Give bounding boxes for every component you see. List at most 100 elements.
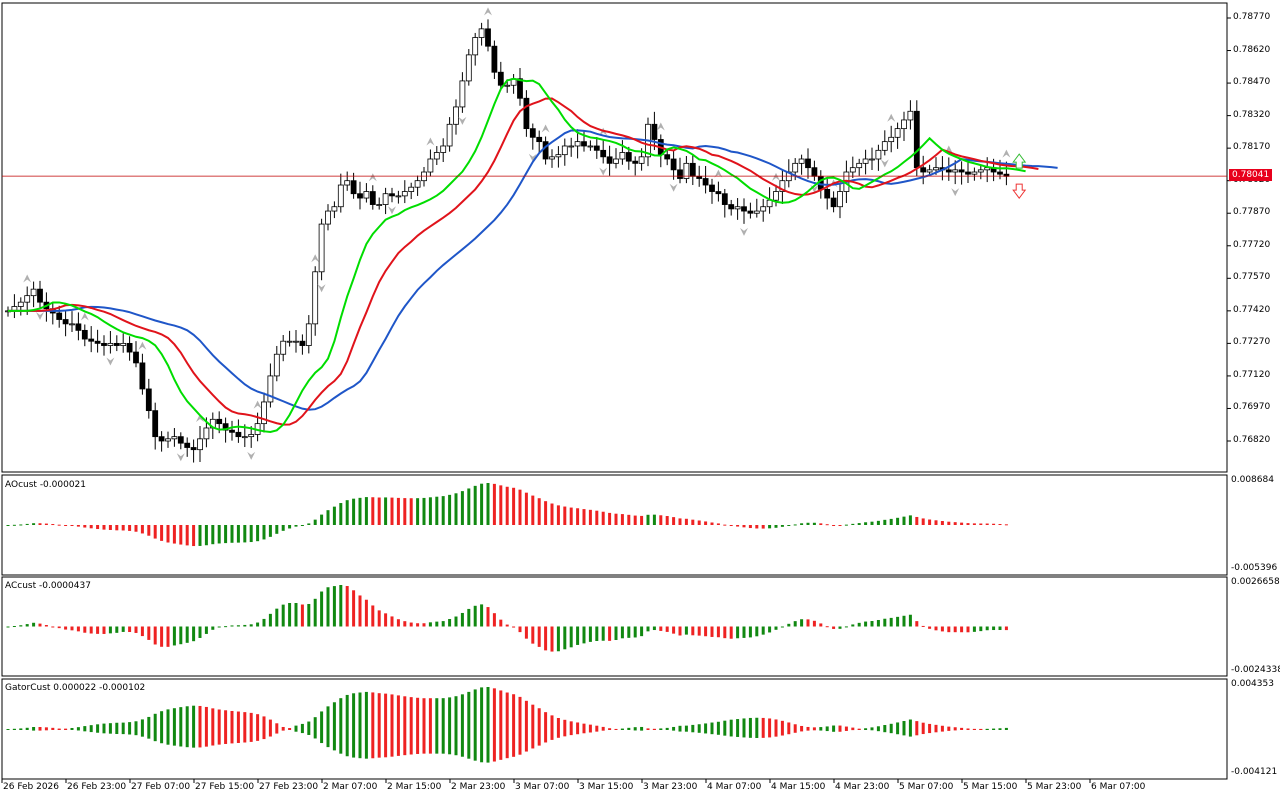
candle-body — [792, 162, 799, 173]
histogram-bar — [569, 507, 573, 525]
gator-bar-down — [646, 729, 650, 730]
time-label: 2 Mar 15:00 — [387, 782, 442, 792]
gator-bar-up — [166, 709, 170, 729]
histogram-bar — [844, 626, 848, 628]
histogram-bar — [844, 524, 848, 526]
gator-bar-down — [460, 729, 464, 757]
histogram-bar — [748, 525, 752, 529]
histogram-bar — [524, 492, 528, 525]
price-label: 0.77120 — [1233, 369, 1271, 380]
histogram-bar — [652, 514, 656, 525]
histogram-bar — [659, 626, 663, 631]
gator-bar-down — [524, 729, 528, 752]
gator-bar-down — [908, 729, 912, 737]
gator-bar-up — [467, 691, 471, 729]
candle-body — [120, 342, 127, 346]
gator-bar-up — [204, 706, 208, 729]
gator-bar-up — [998, 728, 1002, 730]
histogram-bar — [499, 619, 503, 627]
gator-bar-down — [825, 729, 829, 732]
candle-body — [619, 152, 626, 160]
candle-body — [299, 340, 306, 346]
fractal-down-icon — [458, 116, 467, 125]
candle-body — [709, 184, 715, 192]
histogram-bar — [652, 626, 656, 631]
candle-body — [568, 145, 575, 148]
histogram-bar — [614, 626, 618, 641]
ac-label: ACcust -0.0000437 — [5, 581, 91, 591]
gator-bar-up — [1004, 727, 1008, 729]
candle-body — [901, 119, 907, 130]
time-label: 4 Mar 07:00 — [707, 782, 762, 792]
candle-body — [728, 204, 735, 210]
gator-bar-down — [985, 729, 989, 730]
histogram-bar — [492, 613, 496, 627]
gator-bar-down — [300, 729, 304, 734]
fractal-down-icon — [106, 357, 115, 366]
histogram-bar — [166, 626, 170, 647]
histogram-bar — [870, 621, 874, 627]
histogram-bar — [601, 511, 605, 525]
candle-body — [587, 145, 594, 148]
gator-bar-down — [128, 729, 132, 735]
histogram-bar — [83, 525, 87, 528]
candle-body — [933, 167, 939, 171]
histogram-bar — [153, 525, 157, 539]
histogram-bar — [710, 626, 714, 637]
histogram-bar — [1004, 626, 1008, 631]
histogram-bar — [236, 525, 240, 543]
candle-body — [561, 145, 568, 156]
candle-body — [581, 141, 587, 147]
candle-body — [760, 206, 767, 212]
histogram-bar — [492, 483, 496, 525]
histogram-bar — [307, 523, 311, 525]
gator-bar-down — [1004, 729, 1008, 730]
histogram-bar — [416, 498, 420, 525]
histogram-bar — [787, 623, 791, 627]
histogram-bar — [262, 618, 266, 627]
histogram-bar — [940, 521, 944, 525]
histogram-bar — [460, 612, 464, 627]
histogram-bar — [345, 500, 349, 525]
fractal-up-icon — [368, 173, 377, 182]
gator-bar-down — [838, 729, 842, 732]
gator-bar-up — [697, 724, 701, 729]
histogram-bar — [774, 525, 778, 528]
histogram-bar — [224, 525, 228, 544]
gator-bar-down — [70, 729, 74, 730]
gator-bar-up — [576, 722, 580, 729]
gator-bar-down — [569, 729, 573, 736]
histogram-bar — [96, 626, 100, 634]
candle-body — [593, 145, 600, 151]
histogram-bar — [377, 497, 381, 525]
histogram-bar — [256, 622, 260, 627]
candle-body — [485, 28, 491, 47]
histogram-bar — [249, 525, 253, 543]
price-label: 0.76820 — [1233, 435, 1271, 445]
gator-bar-down — [883, 729, 887, 733]
gator-bar-up — [371, 692, 375, 729]
candle-body — [670, 158, 677, 171]
candle-body — [702, 178, 709, 186]
histogram-bar — [998, 524, 1002, 526]
gator-bar-down — [236, 729, 240, 743]
histogram-bar — [422, 623, 426, 627]
gator-bar-down — [672, 729, 676, 731]
histogram-bar — [979, 626, 983, 632]
histogram-bar — [710, 522, 714, 525]
gator-bar-up — [435, 698, 439, 729]
gator-bar-down — [326, 729, 330, 748]
price-label: 0.78620 — [1233, 44, 1271, 55]
candle-body — [69, 323, 75, 326]
fractal-down-icon — [247, 451, 256, 460]
gator-bar-down — [998, 729, 1002, 730]
candle-body — [689, 162, 696, 177]
histogram-bar — [172, 525, 176, 544]
histogram-bar — [947, 521, 951, 525]
time-label: 2 Mar 23:00 — [451, 782, 506, 792]
histogram-bar — [556, 626, 560, 652]
gator-bar-up — [96, 724, 100, 729]
histogram-bar — [332, 586, 336, 627]
candle-body — [433, 152, 440, 160]
